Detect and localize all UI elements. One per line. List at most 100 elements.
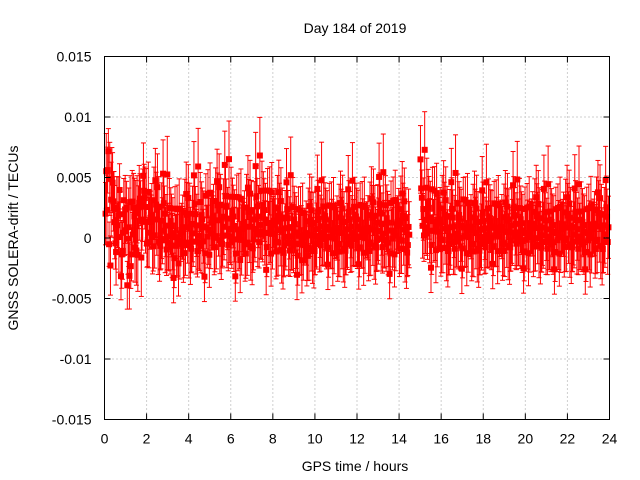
data-point: [334, 225, 341, 232]
data-point: [557, 203, 564, 210]
data-point: [148, 217, 155, 224]
data-point: [486, 215, 493, 222]
data-point: [406, 231, 413, 238]
data-point: [355, 223, 362, 230]
data-point: [132, 209, 139, 216]
data-point: [373, 244, 380, 251]
data-point: [517, 216, 524, 223]
data-point: [127, 263, 134, 270]
data-point: [269, 230, 276, 237]
data-point: [478, 234, 485, 241]
data-point: [222, 192, 229, 199]
data-point: [495, 202, 502, 209]
data-point: [442, 225, 449, 232]
data-point: [490, 243, 497, 250]
data-point: [376, 173, 383, 180]
data-point: [175, 260, 182, 267]
data-point: [197, 199, 204, 206]
data-point: [251, 216, 258, 223]
data-point: [352, 236, 359, 243]
data-point: [390, 229, 397, 236]
data-point: [256, 152, 263, 159]
data-point: [287, 172, 294, 179]
data-point: [118, 251, 125, 258]
data-point: [190, 230, 197, 237]
x-tick-label: 8: [269, 431, 277, 447]
data-point: [370, 199, 377, 206]
data-point: [434, 228, 441, 235]
data-point: [258, 228, 265, 235]
data-point: [464, 200, 471, 207]
data-point: [296, 232, 303, 239]
data-point: [322, 216, 329, 223]
data-point: [226, 226, 233, 233]
data-point: [364, 224, 371, 231]
data-point: [294, 252, 301, 259]
data-point: [310, 220, 317, 227]
data-point: [534, 225, 541, 232]
data-point: [212, 197, 219, 204]
data-point: [484, 231, 491, 238]
data-point: [305, 244, 312, 251]
data-point: [229, 208, 236, 215]
data-point: [331, 235, 338, 242]
y-tick-label: 0.005: [56, 170, 91, 186]
data-point: [113, 248, 120, 255]
data-point: [395, 222, 402, 229]
data-point: [351, 203, 358, 210]
data-point: [289, 204, 296, 211]
data-point: [204, 233, 211, 240]
data-point: [163, 246, 170, 253]
data-point: [604, 213, 611, 220]
data-point: [573, 238, 580, 245]
data-point: [263, 244, 270, 251]
data-point: [382, 202, 389, 209]
data-point: [124, 282, 131, 289]
data-point: [526, 233, 533, 240]
data-point: [176, 240, 183, 247]
data-point: [336, 241, 343, 248]
data-point: [345, 186, 352, 193]
data-point: [341, 219, 348, 226]
data-point: [472, 230, 479, 237]
x-tick-label: 14: [391, 431, 407, 447]
data-point: [439, 236, 446, 243]
data-point: [273, 248, 280, 255]
data-point: [540, 232, 547, 239]
data-point: [317, 242, 324, 249]
data-point: [355, 261, 362, 268]
data-point: [196, 239, 203, 246]
data-point: [432, 222, 439, 229]
data-point: [237, 257, 244, 264]
data-point: [207, 230, 214, 237]
data-point: [597, 195, 604, 202]
data-point: [168, 222, 175, 229]
data-point: [460, 224, 467, 231]
data-point: [125, 224, 132, 231]
data-point: [261, 207, 268, 214]
data-point: [160, 170, 167, 177]
data-point: [544, 245, 551, 252]
data-point: [192, 211, 199, 218]
data-point: [513, 240, 520, 247]
data-point: [257, 221, 264, 228]
data-point: [576, 233, 583, 240]
data-point: [230, 213, 237, 220]
data-point: [345, 208, 352, 215]
data-point: [258, 187, 265, 194]
data-point: [421, 146, 428, 153]
data-point: [185, 194, 192, 201]
data-point: [400, 226, 407, 233]
data-point: [170, 274, 177, 281]
data-point: [131, 213, 138, 220]
data-point: [238, 236, 245, 243]
data-point: [186, 210, 193, 217]
data-point: [543, 226, 550, 233]
data-point: [325, 244, 332, 251]
data-point: [430, 227, 437, 234]
data-point: [308, 232, 315, 239]
data-point: [519, 237, 526, 244]
data-point: [324, 223, 331, 230]
data-point: [551, 266, 558, 273]
x-tick-label: 4: [185, 431, 193, 447]
